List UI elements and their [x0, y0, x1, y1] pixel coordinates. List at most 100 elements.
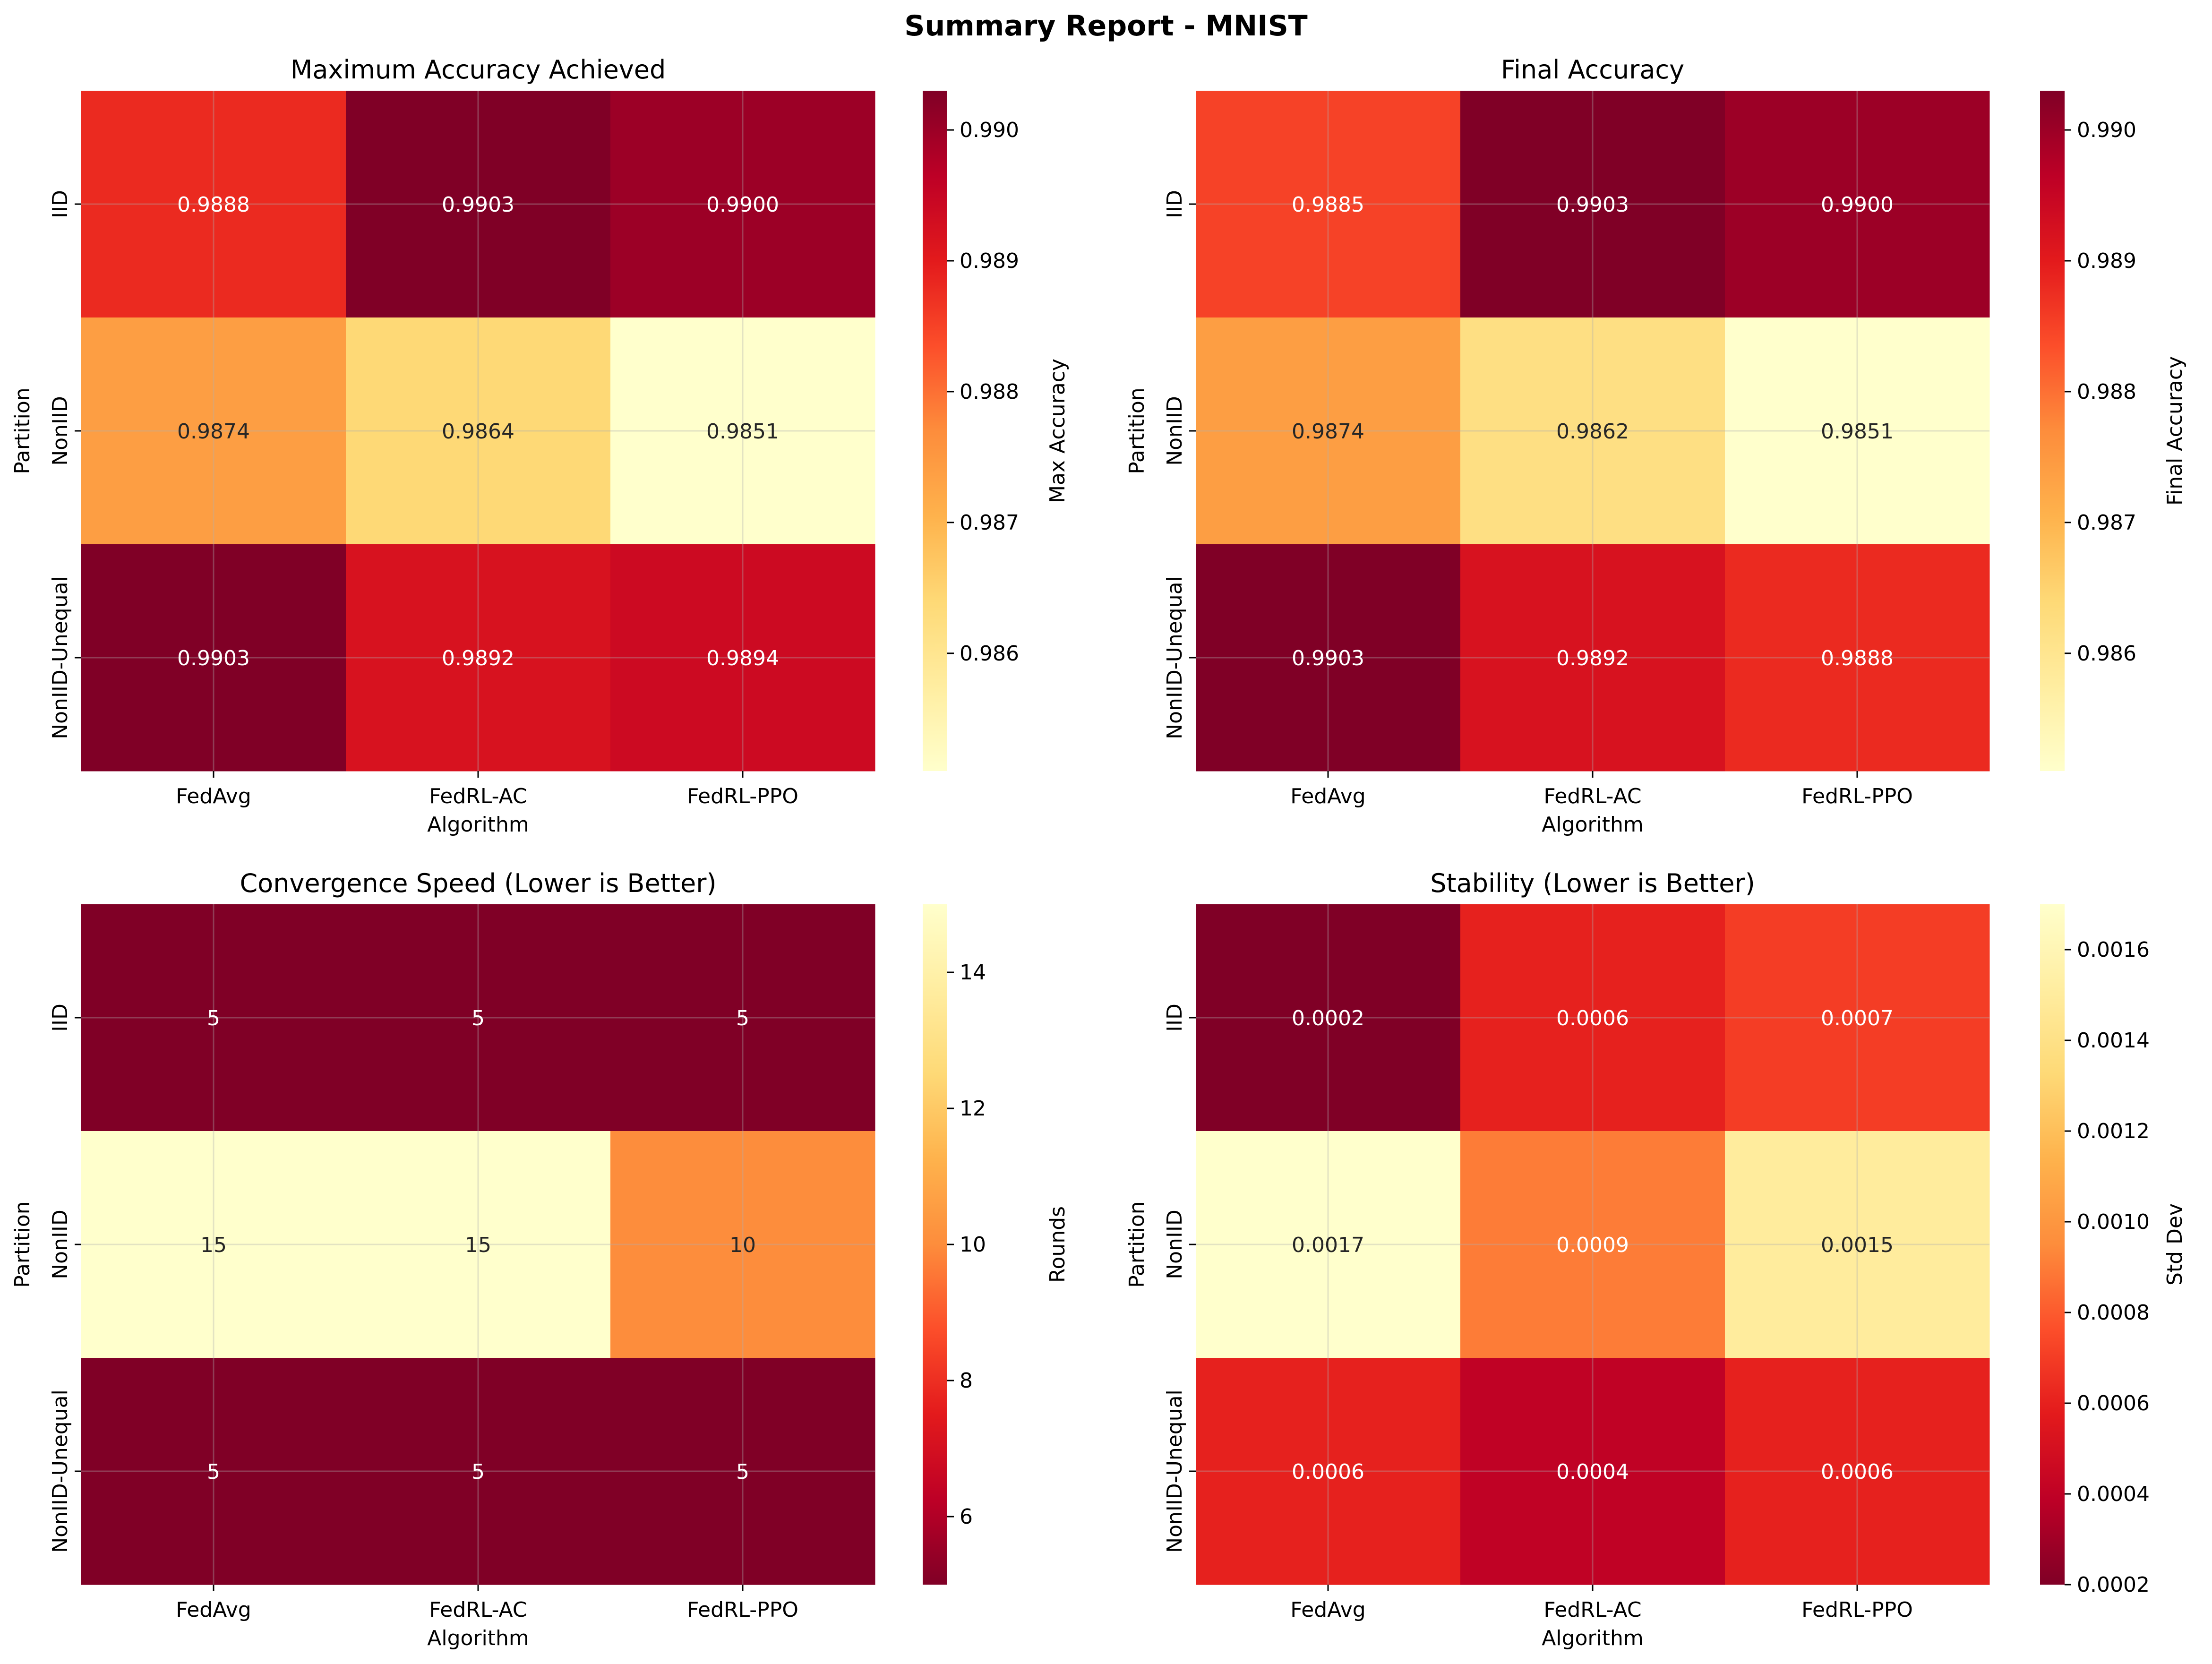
- heatmap-cell: [1196, 544, 1461, 772]
- chart-title: Maximum Accuracy Achieved: [291, 55, 666, 85]
- cell-value-label: 0.9900: [706, 193, 779, 217]
- x-axis-label: Algorithm: [427, 813, 529, 837]
- cell-value-label: 10: [729, 1233, 756, 1257]
- cell-value-label: 0.9885: [1292, 193, 1364, 217]
- heatmap-cell: [346, 1131, 611, 1358]
- cell-value-label: 0.0006: [1292, 1460, 1364, 1484]
- cell-value-label: 0.9903: [1556, 193, 1629, 217]
- y-axis-label: Partition: [1125, 1201, 1149, 1287]
- heatmap-cell: [1725, 904, 1990, 1132]
- colorbar-tick-label: 0.0008: [2077, 1301, 2150, 1325]
- cell-value-label: 0.9894: [706, 646, 779, 670]
- cell-value-label: 0.9892: [1556, 646, 1629, 670]
- colorbar: [923, 904, 947, 1585]
- y-axis-label: Partition: [10, 1201, 34, 1287]
- cell-value-label: 0.9888: [177, 193, 250, 217]
- heatmap-cell: [346, 544, 611, 772]
- colorbar-tick-label: 0.0012: [2077, 1119, 2150, 1143]
- colorbar-tick-label: 0.989: [960, 249, 1019, 273]
- x-tick-label: FedAvg: [1290, 1598, 1365, 1622]
- colorbar-label: Final Accuracy: [2163, 356, 2187, 506]
- heatmap-panel-1: 0.9888 0.9903 0.9900 0.9874 0.9864 0.9851 0.99…: [10, 55, 1070, 837]
- colorbar-tick-label: 14: [960, 961, 986, 985]
- colorbar-tick-label: 6: [960, 1505, 973, 1529]
- chart-title: Final Accuracy: [1501, 55, 1684, 85]
- heatmap-cell: [1460, 1358, 1725, 1585]
- colorbar-tick-label: 0.988: [960, 380, 1019, 404]
- heatmap-cell: [610, 904, 875, 1132]
- cell-value-label: 0.0009: [1556, 1233, 1629, 1257]
- cell-value-label: 0.9888: [1821, 646, 1894, 670]
- heatmap-cell: [81, 317, 346, 545]
- y-tick-label: NonIID: [1163, 396, 1187, 466]
- colorbar-tick-label: 0.987: [960, 511, 1019, 535]
- colorbar-tick-label: 0.986: [960, 642, 1019, 666]
- colorbar-label: Max Accuracy: [1046, 359, 1070, 503]
- colorbar-tick-label: 0.0004: [2077, 1482, 2150, 1506]
- cell-value-label: 0.0017: [1292, 1233, 1364, 1257]
- y-tick-label: IID: [1163, 1004, 1187, 1032]
- heatmap-cell: [610, 1358, 875, 1585]
- x-axis-label: Algorithm: [427, 1626, 529, 1650]
- colorbar-tick-label: 0.990: [2077, 118, 2136, 142]
- x-tick-label: FedRL-AC: [1543, 1598, 1641, 1622]
- colorbar: [2040, 904, 2065, 1585]
- colorbar-tick-label: 0.988: [2077, 380, 2136, 404]
- heatmap-panel-2: 0.9885 0.9903 0.9900 0.9874 0.9862 0.9851 0.99…: [1125, 55, 2187, 837]
- colorbar-tick-label: 12: [960, 1097, 986, 1121]
- figure-title: Summary Report - MNIST: [904, 9, 1308, 43]
- colorbar: [923, 91, 947, 771]
- colorbar-tick-label: 0.990: [960, 118, 1019, 142]
- cell-value-label: 5: [472, 1460, 485, 1484]
- cell-value-label: 5: [472, 1006, 485, 1030]
- colorbar-tick-label: 10: [960, 1233, 986, 1257]
- heatmap-cell: [81, 1358, 346, 1585]
- colorbar: [2040, 91, 2065, 771]
- heatmap-cell: [1725, 1358, 1990, 1585]
- y-tick-label: NonIID-Unequal: [48, 576, 72, 739]
- cell-value-label: 0.0006: [1821, 1460, 1894, 1484]
- cell-value-label: 5: [207, 1460, 220, 1484]
- heatmap-cell: [1196, 91, 1461, 318]
- colorbar-tick-label: 0.0016: [2077, 938, 2150, 962]
- cell-value-label: 0.0007: [1821, 1006, 1894, 1030]
- heatmap-cell: [610, 91, 875, 318]
- heatmap-cell: [1725, 1131, 1990, 1358]
- cell-value-label: 0.0015: [1821, 1233, 1894, 1257]
- cell-value-label: 0.9862: [1556, 420, 1629, 444]
- chart-title: Stability (Lower is Better): [1430, 868, 1755, 898]
- y-tick-label: IID: [48, 1004, 72, 1032]
- heatmap-cell: [81, 91, 346, 318]
- x-tick-label: FedRL-PPO: [687, 1598, 798, 1622]
- cell-value-label: 0.0006: [1556, 1006, 1629, 1030]
- heatmap-cell: [610, 544, 875, 772]
- cell-value-label: 0.9892: [442, 646, 514, 670]
- heatmap-cell: [81, 904, 346, 1132]
- y-tick-label: IID: [48, 190, 72, 218]
- heatmap-panel-3: 5 5 5 15 15 10 5 5 5 FedAvg FedRL-AC FedRL-PPO Algor…: [10, 868, 1070, 1650]
- cell-value-label: 15: [200, 1233, 227, 1257]
- x-tick-label: FedRL-AC: [429, 1598, 527, 1622]
- heatmap-cell: [1460, 544, 1725, 772]
- colorbar-tick-label: 0.0010: [2077, 1210, 2150, 1234]
- heatmap-cell: [610, 1131, 875, 1358]
- colorbar-tick-label: 0.0002: [2077, 1573, 2150, 1597]
- heatmap-cell: [1460, 317, 1725, 545]
- heatmap-cell: [1725, 317, 1990, 545]
- heatmap-cell: [346, 91, 611, 318]
- x-tick-label: FedRL-PPO: [1801, 1598, 1913, 1622]
- cell-value-label: 0.9851: [1821, 420, 1894, 444]
- heatmap-cell: [346, 1358, 611, 1585]
- y-tick-label: IID: [1163, 190, 1187, 218]
- heatmap-panel-4: 0.0002 0.0006 0.0007 0.0017 0.0009 0.0015 0.00…: [1125, 868, 2187, 1650]
- cell-value-label: 0.9864: [442, 420, 514, 444]
- heatmap-cell: [1196, 904, 1461, 1132]
- y-tick-label: NonIID: [48, 1209, 72, 1279]
- heatmap-cell: [81, 544, 346, 772]
- x-tick-label: FedRL-AC: [1543, 784, 1641, 808]
- cell-value-label: 0.9903: [442, 193, 514, 217]
- heatmap-cell: [346, 904, 611, 1132]
- chart-title: Convergence Speed (Lower is Better): [240, 868, 716, 898]
